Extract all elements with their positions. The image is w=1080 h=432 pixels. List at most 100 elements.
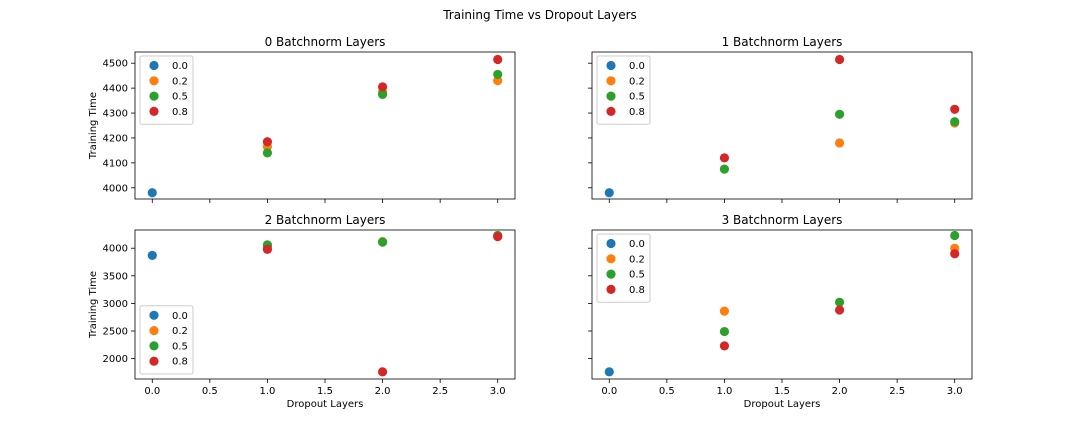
x-tick-label: 0.5 (202, 386, 218, 397)
legend-marker (149, 310, 159, 320)
legend-marker (149, 76, 159, 86)
legend-label: 0.2 (629, 76, 645, 87)
legend: 0.0 0.2 0.5 0.8 (596, 233, 651, 303)
subplot-2: 2 Batchnorm Layers 0.0 0.5 1.0 1.5 2.0 2.5 3.0 2… (88, 213, 516, 410)
subplot-title: 3 Batchnorm Layers (722, 213, 843, 227)
data-point (493, 69, 503, 80)
data-point (950, 117, 960, 127)
legend-label: 0.8 (629, 285, 645, 296)
legend-marker (149, 326, 159, 336)
legend-label: 0.0 (172, 61, 188, 72)
legend-label: 0.2 (629, 254, 645, 265)
subplot-title: 1 Batchnorm Layers (722, 35, 843, 49)
y-axis-label: Training Time (88, 92, 99, 160)
x-tick-label: 3.0 (947, 386, 963, 397)
legend: 0.0 0.2 0.5 0.8 (139, 55, 194, 125)
y-tick-label: 2000 (103, 354, 128, 365)
data-point (377, 89, 388, 99)
legend-label: 0.5 (172, 92, 188, 103)
y-tick-label: 4200 (103, 133, 128, 144)
data-point (262, 244, 273, 254)
data-point (834, 305, 845, 315)
legend-marker (606, 106, 616, 116)
data-point (377, 82, 388, 92)
x-tick-label: 2.0 (375, 386, 391, 397)
x-tick-label: 2.5 (889, 386, 905, 397)
data-point (493, 232, 503, 242)
data-point (262, 137, 273, 147)
y-axis-label: Training Time (88, 271, 99, 339)
legend-marker (606, 76, 616, 86)
axes-frame (134, 229, 516, 380)
y-tick-label: 4000 (103, 244, 128, 255)
y-tick-label: 4100 (103, 158, 128, 169)
data-point (719, 341, 730, 351)
subplot-title: 2 Batchnorm Layers (265, 213, 386, 227)
x-tick-label: 0.5 (659, 386, 675, 397)
legend-label: 0.2 (172, 326, 188, 337)
x-tick-label: 0.0 (144, 386, 160, 397)
legend-label: 0.0 (172, 311, 188, 322)
data-point (147, 188, 157, 198)
data-point (262, 148, 273, 158)
data-point (377, 237, 388, 247)
y-tick-label: 2500 (103, 326, 128, 337)
x-tick-label: 1.5 (774, 386, 790, 397)
y-tick-label: 4300 (103, 109, 128, 120)
x-tick-label: 0.0 (601, 386, 617, 397)
x-tick-label: 2.5 (432, 386, 448, 397)
legend-marker (149, 91, 159, 101)
data-point (950, 104, 960, 114)
legend-marker (606, 238, 616, 249)
data-point (147, 250, 157, 260)
legend-marker (149, 341, 159, 351)
data-point (950, 249, 960, 259)
legend-label: 0.5 (172, 341, 188, 352)
legend-label: 0.8 (172, 357, 188, 368)
data-point (719, 306, 730, 316)
y-tick-label: 3000 (103, 299, 128, 310)
legend-marker (149, 60, 159, 71)
data-point (493, 54, 503, 65)
legend-marker (606, 284, 616, 294)
y-tick-label: 3500 (103, 271, 128, 282)
legend: 0.0 0.2 0.5 0.8 (139, 305, 194, 375)
data-point (834, 297, 845, 307)
legend-label: 0.5 (629, 270, 645, 281)
data-point (834, 109, 845, 119)
subplot-3: 3 Batchnorm Layers 0.0 0.5 1.0 1.5 2.0 2.5 3.0 D… (588, 213, 973, 410)
x-tick-label: 2.0 (832, 386, 848, 397)
subplot-1: 1 Batchnorm Layers 0.0 0.2 0.5 0.8 (588, 35, 973, 203)
legend-marker (606, 91, 616, 101)
axes-frame (591, 229, 973, 380)
legend-marker (606, 254, 616, 264)
subplot-0: 0 Batchnorm Layers 4000 4100 4200 4300 4400 45… (88, 35, 516, 203)
data-point (719, 326, 730, 337)
legend-label: 0.8 (629, 107, 645, 118)
data-point (834, 54, 845, 65)
legend-label: 0.2 (172, 76, 188, 87)
y-tick-label: 4400 (103, 84, 128, 95)
data-point (377, 367, 388, 377)
data-point (719, 164, 730, 174)
data-point (950, 230, 960, 241)
figure-title: Training Time vs Dropout Layers (442, 8, 637, 22)
x-tick-label: 1.0 (259, 386, 275, 397)
data-point (604, 188, 614, 198)
legend-label: 0.0 (629, 61, 645, 72)
axes-frame (134, 51, 516, 200)
subplot-grid: 0 Batchnorm Layers 4000 4100 4200 4300 4400 45… (88, 35, 973, 410)
legend-label: 0.8 (172, 107, 188, 118)
legend-label: 0.5 (629, 92, 645, 103)
data-point (719, 153, 730, 163)
legend-label: 0.0 (629, 239, 645, 250)
legend-marker (606, 269, 616, 279)
legend-marker (149, 106, 159, 116)
x-tick-label: 3.0 (490, 386, 506, 397)
data-point (604, 367, 614, 377)
x-tick-label: 1.0 (716, 386, 732, 397)
y-tick-label: 4500 (103, 59, 128, 70)
axes-frame (591, 51, 973, 200)
data-point (834, 138, 845, 148)
